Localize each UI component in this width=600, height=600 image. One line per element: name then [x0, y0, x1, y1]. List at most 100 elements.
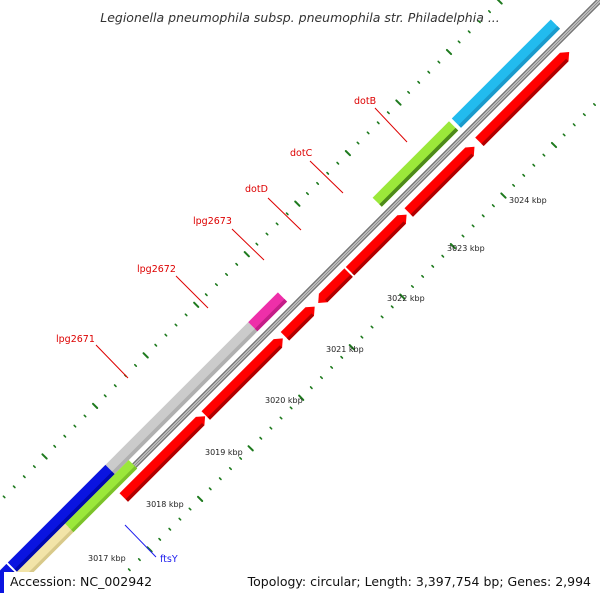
- tick-mark: [265, 232, 269, 236]
- gene-label-ftsY[interactable]: ftsY: [124, 524, 178, 565]
- scale-tick-label: 3024 kbp: [509, 196, 547, 205]
- tick-mark: [22, 475, 26, 479]
- tick-mark: [491, 204, 495, 208]
- gene-label-dotD[interactable]: dotD: [245, 184, 302, 231]
- tick-mark: [477, 20, 481, 24]
- tick-mark: [142, 352, 149, 359]
- tick-mark: [340, 355, 344, 359]
- inner-tick-track: [108, 103, 597, 590]
- tick-mark: [326, 171, 330, 175]
- tick-mark: [360, 335, 364, 339]
- tick-mark: [395, 99, 402, 106]
- gene-label-dotB[interactable]: dotB: [354, 96, 408, 143]
- accession-text: Accession: NC_002942: [10, 574, 152, 589]
- gene-feature[interactable]: [451, 19, 560, 128]
- gene-feature[interactable]: [404, 146, 475, 217]
- tick-mark: [53, 444, 57, 448]
- gene-label-text: dotB: [354, 96, 376, 107]
- scale-tick-label: 3022 kbp: [387, 294, 425, 303]
- tick-mark: [12, 485, 16, 489]
- gene-feature[interactable]: [345, 214, 407, 276]
- tick-mark: [344, 150, 351, 157]
- scale-labels: 3017 kbp 3018 kbp 3019 kbp 3020 kbp 3021…: [88, 196, 547, 563]
- tick-mark: [582, 113, 586, 117]
- tick-mark: [487, 10, 492, 14]
- tick-mark: [193, 301, 200, 308]
- tick-mark: [255, 242, 259, 246]
- gene-feature[interactable]: [7, 464, 115, 572]
- tick-mark: [532, 163, 536, 167]
- tick-mark: [522, 173, 526, 177]
- gene-feature[interactable]: [0, 563, 16, 594]
- gene-label-lpg2671[interactable]: lpg2671: [56, 334, 129, 379]
- tick-mark: [356, 141, 360, 145]
- gene-feature[interactable]: [318, 268, 353, 303]
- map-title: Legionella pneumophila subsp. pneumophil…: [100, 10, 500, 25]
- gene-feature[interactable]: [201, 338, 283, 420]
- gene-feature[interactable]: [119, 416, 206, 502]
- tick-mark: [376, 121, 380, 125]
- summary-text: Topology: circular; Length: 3,397,754 bp…: [247, 574, 591, 589]
- gene-feature[interactable]: [475, 52, 570, 146]
- gene-feature[interactable]: [65, 460, 138, 533]
- tick-mark: [550, 141, 558, 149]
- tick-mark: [305, 192, 310, 196]
- gene-feature[interactable]: [372, 121, 459, 207]
- tick-mark: [134, 363, 138, 368]
- tick-mark: [168, 527, 172, 531]
- tick-mark: [63, 434, 67, 438]
- gene-features: [0, 19, 570, 600]
- tick-mark: [592, 103, 597, 106]
- scale-tick-label: 3021 kbp: [326, 345, 364, 354]
- tick-mark: [164, 333, 168, 337]
- tick-mark: [445, 48, 453, 56]
- tick-mark: [407, 90, 411, 94]
- tick-mark: [298, 394, 305, 401]
- tick-mark: [309, 386, 313, 390]
- tick-mark: [204, 293, 208, 297]
- gene-feature[interactable]: [89, 322, 258, 490]
- gene-label-lpg2672[interactable]: lpg2672: [137, 264, 209, 309]
- gene-label-dotC[interactable]: dotC: [290, 148, 344, 194]
- tick-mark: [461, 234, 465, 238]
- tick-mark: [410, 284, 415, 289]
- outer-tick-track: [2, 0, 503, 499]
- tick-mark: [294, 200, 301, 207]
- gene-label-text: lpg2672: [137, 264, 176, 275]
- tick-mark: [137, 557, 141, 562]
- tick-mark: [127, 568, 131, 572]
- tick-mark: [399, 293, 406, 300]
- tick-mark: [259, 436, 263, 440]
- scale-tick-label: 3018 kbp: [146, 500, 184, 509]
- tick-mark: [154, 343, 158, 347]
- tick-mark: [108, 589, 109, 590]
- tick-mark: [441, 254, 445, 258]
- tick-mark: [184, 313, 188, 317]
- tick-mark: [225, 272, 229, 277]
- tick-mark: [386, 111, 390, 115]
- tick-mark: [366, 131, 370, 135]
- gene-feature[interactable]: [0, 523, 74, 600]
- tick-mark: [390, 305, 394, 309]
- tick-mark: [336, 161, 340, 165]
- gene-label-text: dotD: [245, 184, 268, 195]
- tick-mark: [427, 70, 431, 74]
- tick-mark: [279, 416, 283, 420]
- gene-feature[interactable]: [280, 306, 315, 341]
- tick-mark: [500, 192, 507, 199]
- gene-feature[interactable]: [248, 292, 288, 332]
- tick-mark: [73, 424, 77, 428]
- tick-mark: [572, 123, 576, 127]
- scale-tick-label: 3023 kbp: [447, 244, 485, 253]
- tick-mark: [228, 466, 232, 471]
- tick-mark: [481, 214, 485, 218]
- tick-mark: [542, 153, 546, 157]
- scale-tick-label: 3017 kbp: [88, 554, 126, 563]
- tick-mark: [269, 426, 273, 430]
- tick-mark: [247, 445, 254, 452]
- tick-mark: [235, 262, 239, 266]
- tick-mark: [188, 507, 192, 511]
- tick-mark: [417, 80, 421, 84]
- gene-label-text: lpg2671: [56, 334, 95, 345]
- gene-label-lpg2673[interactable]: lpg2673: [193, 216, 265, 261]
